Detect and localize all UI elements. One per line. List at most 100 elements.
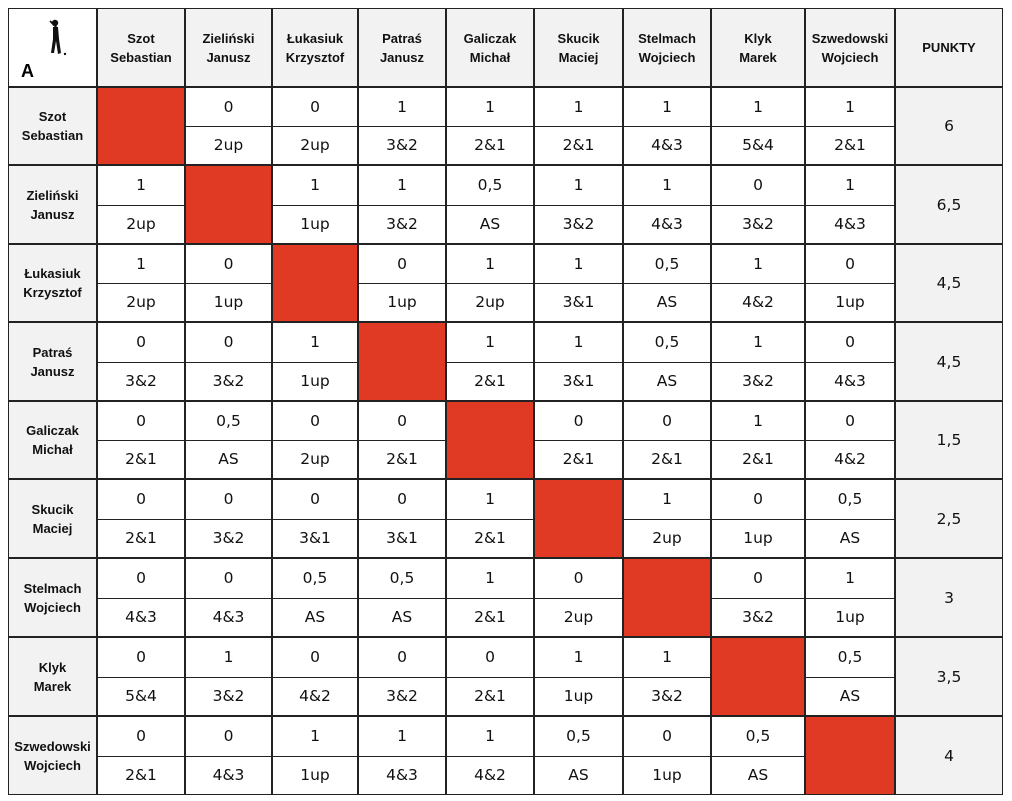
match-points: 1	[485, 569, 495, 588]
match-score: 2&1	[474, 686, 506, 705]
column-header: Szwedowski Wojciech	[805, 8, 895, 87]
diagonal-cell	[805, 716, 895, 795]
result-cell: 1 4&3	[623, 165, 711, 244]
result-cell: 0 2&1	[97, 401, 185, 479]
total-points: 2,5	[895, 479, 1003, 558]
row-player-first-name: Zieliński	[26, 187, 79, 203]
cell-divider	[273, 676, 357, 678]
result-cell: 1 4&3	[805, 165, 895, 244]
result-cell: 0,5 AS	[272, 558, 358, 637]
row-header: Stelmach Wojciech	[8, 558, 97, 637]
result-cell: 0 4&3	[97, 558, 185, 637]
match-score: 4&2	[834, 450, 866, 468]
result-cell: 0 2&1	[534, 401, 623, 479]
total-points: 4,5	[895, 244, 1003, 322]
row-player-first-name: Galiczak	[26, 423, 79, 438]
row-header: Szwedowski Wojciech	[8, 716, 97, 795]
match-score: 1up	[387, 293, 417, 311]
total-points: 6	[895, 87, 1003, 165]
match-score: 3&2	[212, 686, 245, 705]
match-points: 0	[223, 569, 234, 588]
result-cell: 1 2&1	[446, 558, 534, 637]
result-cell: 1 3&2	[623, 637, 711, 716]
match-score: 3&2	[742, 214, 774, 233]
result-cell: 1 4&2	[446, 716, 534, 795]
column-header: Galiczak Michał	[446, 8, 534, 87]
match-score: AS	[479, 214, 501, 233]
match-score: 2up	[126, 214, 156, 233]
row-player-first-name: Stelmach	[23, 580, 82, 596]
result-cell: 1 2up	[446, 244, 534, 322]
result-cell: 1 3&2	[185, 637, 272, 716]
match-score: AS	[656, 371, 678, 390]
result-cell: 0 3&2	[185, 322, 272, 401]
match-points: 0	[223, 727, 234, 746]
cell-divider	[806, 676, 894, 678]
corner-cell: A	[8, 8, 97, 87]
total-points: 4,5	[895, 322, 1003, 401]
row-player-last-name: Wojciech	[24, 599, 81, 615]
row-player-last-name: Marek	[33, 678, 72, 694]
cell-divider	[359, 204, 445, 206]
result-cell: 0 2&1	[623, 401, 711, 479]
match-score: 2&1	[125, 765, 157, 784]
match-points: 0,5	[837, 648, 863, 667]
match-score: 1up	[300, 765, 330, 784]
result-cell: 0 3&2	[358, 637, 446, 716]
cell-divider	[624, 283, 710, 284]
result-cell: 0 2up	[185, 87, 272, 165]
match-score: 2&1	[834, 136, 866, 154]
match-score: 3&2	[562, 214, 595, 233]
result-cell: 0 4&2	[272, 637, 358, 716]
match-points: 0	[753, 176, 763, 195]
match-score: 3&1	[562, 293, 595, 311]
result-cell: 1 3&2	[358, 87, 446, 165]
match-score: 4&3	[651, 136, 683, 154]
cell-divider	[98, 518, 184, 520]
match-score: 2&1	[474, 607, 506, 626]
column-header: Stelmach Wojciech	[623, 8, 711, 87]
match-points: 1	[573, 648, 584, 667]
cell-divider	[273, 518, 357, 520]
match-points: 1	[753, 255, 763, 273]
match-points: 1	[485, 333, 495, 352]
match-points: 0,5	[389, 569, 415, 588]
diagonal-cell	[97, 87, 185, 165]
match-score: 2&1	[125, 450, 157, 468]
match-points: 0	[397, 648, 407, 667]
cell-divider	[535, 676, 622, 678]
row-player-first-name: Szot	[38, 109, 67, 124]
diagonal-cell	[446, 401, 534, 479]
match-score: 2&1	[386, 450, 418, 468]
cell-divider	[359, 676, 445, 678]
cell-divider	[98, 440, 184, 441]
match-score: 4&2	[742, 293, 774, 311]
result-cell: 0 5&4	[97, 637, 185, 716]
cell-divider	[712, 597, 804, 599]
match-score: 4&2	[474, 765, 506, 784]
result-cell: 0 1up	[623, 716, 711, 795]
result-cell: 1 1up	[272, 322, 358, 401]
match-points: 0	[753, 569, 763, 588]
match-score: AS	[747, 765, 769, 784]
result-cell: 0 3&2	[711, 558, 805, 637]
cell-divider	[806, 283, 894, 284]
result-cell: 0 1up	[358, 244, 446, 322]
diagonal-cell	[623, 558, 711, 637]
cell-divider	[447, 676, 533, 678]
match-score: AS	[391, 607, 413, 626]
row-player-first-name: Szwedowski	[14, 738, 91, 754]
cell-divider	[186, 361, 271, 363]
match-points: 1	[573, 176, 584, 195]
match-points: 1	[136, 255, 146, 273]
column-player-first-name: Stelmach	[638, 30, 696, 46]
cell-divider	[186, 676, 271, 678]
cell-divider	[273, 204, 357, 206]
diagonal-cell	[534, 479, 623, 558]
cell-divider	[186, 440, 271, 441]
match-points: 0	[223, 333, 234, 352]
cell-divider	[535, 755, 622, 757]
column-player-last-name: Michał	[469, 49, 511, 65]
cell-divider	[98, 755, 184, 757]
match-points: 0,5	[837, 490, 863, 509]
